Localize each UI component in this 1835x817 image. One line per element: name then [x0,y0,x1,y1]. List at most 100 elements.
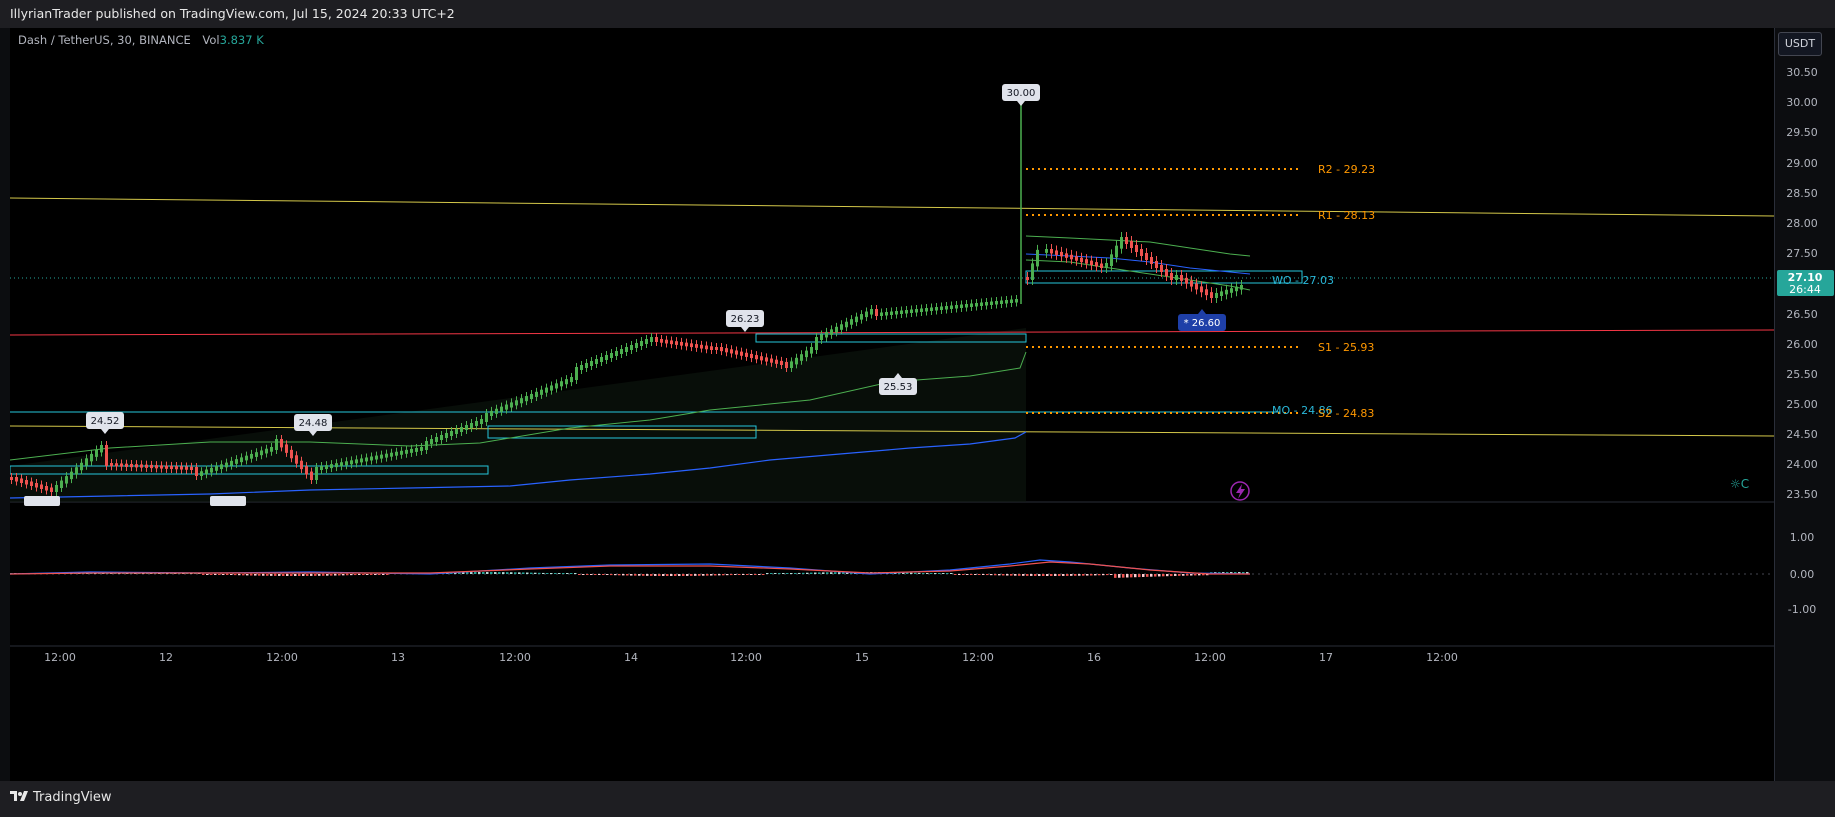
indicator-tick-label: 0.00 [1790,568,1815,581]
candle-body [1155,261,1158,268]
candle-body [20,478,23,483]
candle-body [1031,263,1034,280]
candle-body [875,309,878,316]
histogram-bar [546,573,549,574]
candle-body [845,321,848,328]
candle-body [50,487,53,492]
histogram-bar [506,572,509,574]
histogram-bar [1074,574,1077,576]
candle-body [830,329,833,335]
candle-body [1195,283,1198,290]
candle-body [690,343,693,348]
candle-body [1170,273,1173,280]
histogram-bar [1238,572,1241,574]
symbol-legend[interactable]: Dash / TetherUS, 30, BINANCE Vol3.837 K [18,33,264,47]
candle-body [55,485,58,492]
time-tick-label: 12:00 [962,651,994,664]
histogram-bar [754,574,757,575]
time-tick-label: 12:00 [266,651,298,664]
histogram-bar [1154,574,1157,577]
histogram-bar [606,574,609,575]
candle-body [475,421,478,426]
histogram-bar [262,574,265,576]
pivot-r1-label: R1 - 28.13 [1318,209,1375,222]
histogram-bar [814,572,817,574]
histogram-bar [598,574,601,575]
candle-body [10,477,13,480]
histogram-bar [1178,574,1181,576]
histogram-bar [1006,574,1009,576]
histogram-bar [634,574,637,576]
candle-body [495,408,498,414]
candle-body [985,302,988,306]
histogram-bar [782,573,785,574]
histogram-bar [286,574,289,576]
histogram-bar [746,574,749,575]
candle-body [1225,289,1228,295]
histogram-bar [1070,574,1073,576]
candle-body [120,463,123,467]
candle-body [180,466,183,470]
histogram-bar [290,574,293,576]
candle-body [320,466,323,470]
candle-body [725,348,728,353]
histogram-bar [578,574,581,575]
pivot-r2-label: R2 - 29.23 [1318,163,1375,176]
indicator-toggle-icon[interactable]: ☼C [1730,477,1749,491]
candle-body [910,309,913,313]
candle-body [545,387,548,393]
histogram-bar [1194,574,1197,576]
candle-body [890,311,893,315]
candle-body [80,462,83,471]
candle-body [630,345,633,350]
candle-body [385,453,388,458]
candle-body [1080,257,1083,263]
candle-body [700,344,703,349]
candle-body [60,480,63,488]
histogram-bar [466,572,469,574]
candle-body [345,461,348,466]
price-axis[interactable]: 30.50 30.00 29.50 29.00 28.50 28.00 27.50 26.50… [1774,28,1835,781]
candle-body [615,351,618,356]
histogram-bar [750,574,753,575]
tradingview-brand[interactable]: TradingView [33,790,112,805]
histogram-bar [1010,574,1013,576]
callout-clipped-1 [24,496,60,506]
histogram-bar [842,572,845,574]
histogram-bar [998,574,1001,576]
chart-area[interactable]: R2 - 29.23 R1 - 28.13 WO - 27.03 S1 - 25… [9,28,1775,781]
chart-canvas[interactable]: R2 - 29.23 R1 - 28.13 WO - 27.03 S1 - 25… [9,28,1775,781]
callout-25-53: 25.53 [879,373,917,395]
candle-body [945,306,948,310]
currency-button[interactable]: USDT [1778,32,1822,56]
candle-body [1140,249,1143,256]
candle-body [365,457,368,462]
histogram-bar [730,574,733,576]
candle-body [550,385,553,391]
histogram-bar [638,574,641,576]
time-tick-label: 12:00 [1426,651,1458,664]
candle-body [130,463,133,468]
candle-body [165,465,168,469]
histogram-bar [1138,574,1141,578]
candle-body [450,431,453,436]
histogram-bar [278,574,281,576]
candle-body [645,339,648,344]
publish-title: IllyrianTrader published on TradingView.… [10,6,455,21]
histogram-bar [378,574,381,575]
histogram-bar [502,572,505,574]
candle-body [145,464,148,468]
candle-body [675,341,678,345]
histogram-bar [462,572,465,574]
candle-body [205,469,208,475]
histogram-bar [1118,574,1121,578]
histogram-bar [610,574,613,576]
histogram-bar [758,574,761,575]
histogram-bar [222,574,225,575]
histogram-bar [362,574,365,575]
candle-body [805,350,808,358]
candle-body [1215,293,1218,298]
lightning-icon[interactable] [1230,481,1250,501]
histogram-bar [1122,574,1125,578]
candle-body [680,341,683,346]
